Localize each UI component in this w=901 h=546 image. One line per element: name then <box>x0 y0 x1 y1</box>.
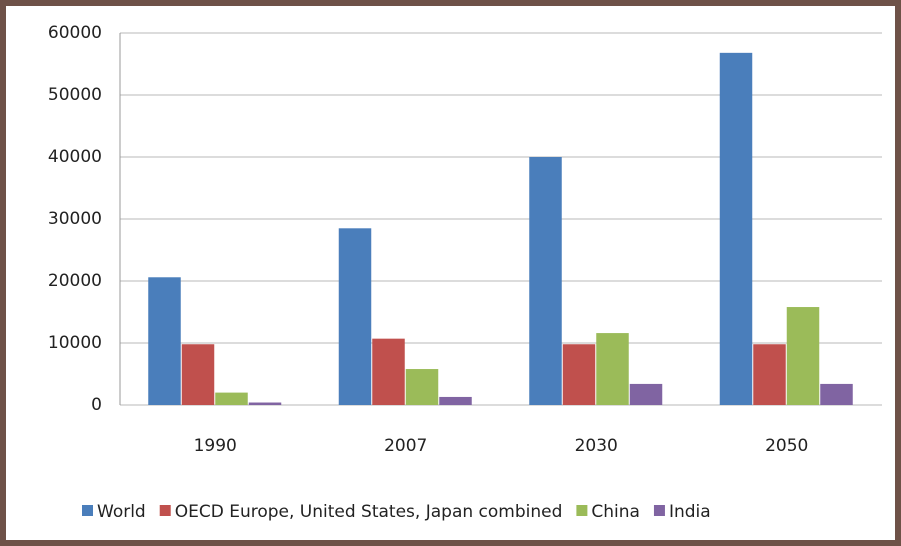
legend: World OECD Europe, United States, Japan c… <box>82 502 711 522</box>
bar <box>753 344 786 405</box>
bar <box>820 383 853 405</box>
legend-swatch <box>159 505 171 516</box>
bar <box>405 369 439 405</box>
bar <box>439 396 472 405</box>
legend-label: China <box>591 502 640 522</box>
y-tick-label: 20000 <box>48 271 102 291</box>
x-tick-label: 1990 <box>194 436 237 456</box>
bar <box>529 157 562 405</box>
bar <box>786 307 820 405</box>
bar <box>562 344 596 405</box>
bar <box>629 383 663 405</box>
bar <box>719 52 753 406</box>
bar <box>248 402 282 405</box>
y-tick-label: 10000 <box>48 333 102 353</box>
y-tick-label: 30000 <box>48 209 102 229</box>
x-tick-label: 2007 <box>384 436 427 456</box>
y-tick-label: 60000 <box>48 23 102 43</box>
legend-swatch <box>576 505 588 516</box>
bar <box>338 228 372 405</box>
legend-label: OECD Europe, United States, Japan combin… <box>175 502 563 522</box>
bar <box>215 392 248 405</box>
legend-label: World <box>97 502 146 522</box>
x-tick-label: 2050 <box>765 436 808 456</box>
bar <box>596 333 629 405</box>
legend-swatch <box>653 505 665 516</box>
legend-label: India <box>669 502 711 522</box>
y-tick-label: 40000 <box>48 147 102 167</box>
bar <box>372 338 405 405</box>
y-tick-label: 0 <box>91 395 102 415</box>
x-tick-label: 2030 <box>575 436 618 456</box>
legend-swatch <box>82 505 93 516</box>
y-tick-label: 50000 <box>48 85 102 105</box>
bar <box>181 344 215 405</box>
bar <box>148 277 181 405</box>
